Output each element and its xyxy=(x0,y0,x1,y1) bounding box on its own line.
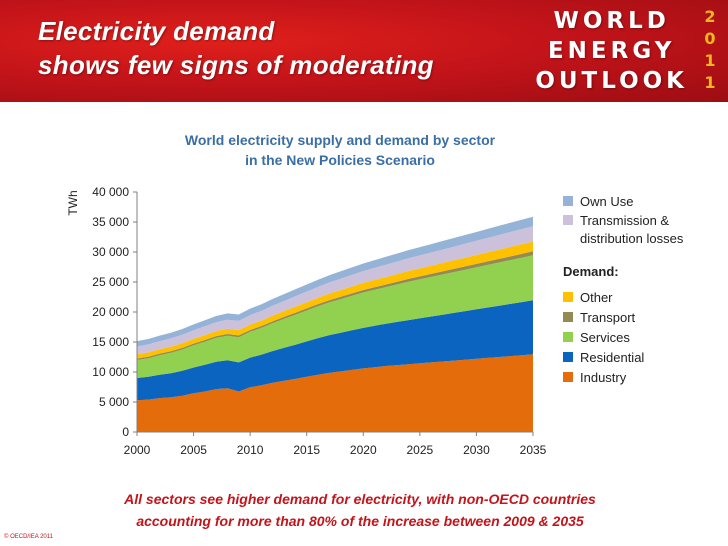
y-tick-label: 0 xyxy=(122,425,129,439)
legend-heading: Demand: xyxy=(563,264,619,279)
area-series-industry xyxy=(137,354,533,432)
header-banner: Electricity demand shows few signs of mo… xyxy=(0,0,728,102)
legend-swatch xyxy=(563,332,573,342)
slide-title-line2: shows few signs of moderating xyxy=(38,50,434,80)
area-series-residential xyxy=(137,300,533,401)
footnote: All sectors see higher demand for electr… xyxy=(70,488,650,532)
legend-label: Other xyxy=(580,290,613,305)
area-series-transmission-distribution-losses xyxy=(137,226,533,355)
weo-year-digit: 1 xyxy=(704,51,716,70)
footnote-line2: accounting for more than 80% of the incr… xyxy=(136,513,584,529)
y-tick-label: 20 000 xyxy=(92,305,129,319)
y-tick-label: 35 000 xyxy=(92,215,129,229)
y-tick-label: 40 000 xyxy=(92,185,129,199)
x-tick-label: 2015 xyxy=(293,443,320,457)
x-tick-label: 2025 xyxy=(407,443,434,457)
x-tick-label: 2020 xyxy=(350,443,377,457)
weo-logo: WORLD ENERGY OUTLOOK xyxy=(535,6,688,96)
area-layers xyxy=(137,216,533,432)
x-tick-label: 2035 xyxy=(520,443,547,457)
chart-title-line2: in the New Policies Scenario xyxy=(245,152,435,168)
weo-logo-line3: OUTLOOK xyxy=(535,68,688,94)
chart-title: World electricity supply and demand by s… xyxy=(130,130,550,170)
chart-axes: 0 5 000 10 000 15 000 20 000 25 000 30 000 35 0… xyxy=(92,185,546,457)
legend-swatch xyxy=(563,196,573,206)
area-series-services xyxy=(137,255,533,378)
legend-label: distribution losses xyxy=(580,231,684,246)
area-series-other xyxy=(137,241,533,359)
legend-label: Services xyxy=(580,330,630,345)
weo-year-digit: 2 xyxy=(704,7,716,26)
slide-title-line1: Electricity demand xyxy=(38,16,275,46)
y-tick-label: 15 000 xyxy=(92,335,129,349)
weo-year-digit: 0 xyxy=(704,29,716,48)
legend-swatch xyxy=(563,372,573,382)
legend-label: Transmission & xyxy=(580,213,670,228)
y-tick-label: 10 000 xyxy=(92,365,129,379)
footnote-line1: All sectors see higher demand for electr… xyxy=(124,491,596,507)
legend-label: Industry xyxy=(580,370,627,385)
weo-year-digit: 1 xyxy=(704,73,716,92)
legend-label: Own Use xyxy=(580,194,634,209)
x-tick-label: 2000 xyxy=(124,443,151,457)
x-tick-label: 2005 xyxy=(180,443,207,457)
y-tick-label: 25 000 xyxy=(92,275,129,289)
chart-title-line1: World electricity supply and demand by s… xyxy=(184,132,496,148)
weo-logo-line2: ENERGY xyxy=(547,38,676,64)
legend-swatch xyxy=(563,292,573,302)
area-series-transport xyxy=(137,251,533,360)
legend-label: Transport xyxy=(580,310,636,325)
y-tick-label: 5 000 xyxy=(99,395,129,409)
legend-swatch xyxy=(563,352,573,362)
weo-logo-line1: WORLD xyxy=(553,8,670,34)
legend-swatch xyxy=(563,215,573,225)
area-series-own-use xyxy=(137,216,533,347)
legend-label: Residential xyxy=(580,350,645,365)
legend-swatch xyxy=(563,312,573,322)
copyright: © OECD/IEA 2011 xyxy=(4,534,53,540)
x-tick-label: 2010 xyxy=(237,443,264,457)
weo-year: 2 0 1 1 xyxy=(700,6,720,94)
x-tick-label: 2030 xyxy=(463,443,490,457)
y-tick-label: 30 000 xyxy=(92,245,129,259)
slide-title: Electricity demand shows few signs of mo… xyxy=(38,14,434,82)
